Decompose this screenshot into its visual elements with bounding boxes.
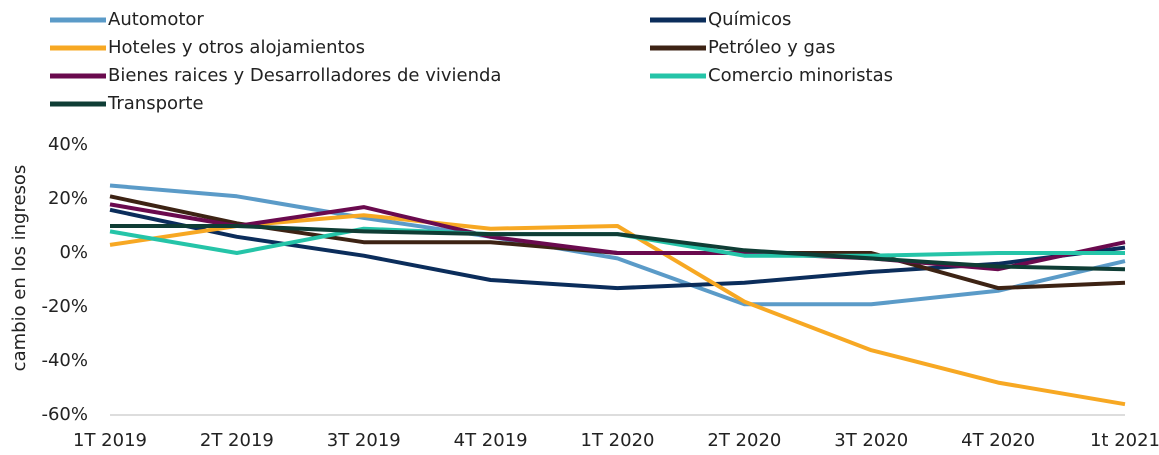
x-tick-label: 1t 2021 (1090, 430, 1159, 451)
legend-label: Hoteles y otros alojamientos (108, 37, 365, 58)
x-tick-label: 1T 2019 (73, 430, 147, 451)
x-tick-label: 1T 2020 (581, 430, 655, 451)
y-tick-label: 20% (48, 188, 88, 209)
y-tick-label: -20% (41, 296, 88, 317)
x-tick-label: 3T 2019 (327, 430, 401, 451)
series-line (109, 213, 1126, 407)
x-tick-label: 3T 2020 (834, 430, 908, 451)
y-tick-label: -60% (41, 404, 88, 425)
legend-label: Automotor (108, 9, 204, 30)
y-axis-label: cambio en los ingresos (9, 165, 30, 372)
y-tick-label: 40% (48, 134, 88, 155)
series-line (109, 183, 1126, 307)
x-tick-label: 2T 2019 (200, 430, 274, 451)
legend-label: Bienes raices y Desarrolladores de vivie… (108, 65, 501, 86)
x-tick-label: 4T 2019 (454, 430, 528, 451)
x-tick-label: 2T 2020 (707, 430, 781, 451)
x-tick-label: 4T 2020 (961, 430, 1035, 451)
legend-label: Comercio minoristas (708, 65, 893, 86)
series-line (110, 224, 1126, 272)
legend-label: Transporte (107, 93, 204, 114)
legend-label: Petróleo y gas (708, 37, 835, 58)
legend-label: Químicos (708, 9, 791, 30)
y-tick-label: 0% (59, 242, 88, 263)
y-tick-label: -40% (41, 350, 88, 371)
